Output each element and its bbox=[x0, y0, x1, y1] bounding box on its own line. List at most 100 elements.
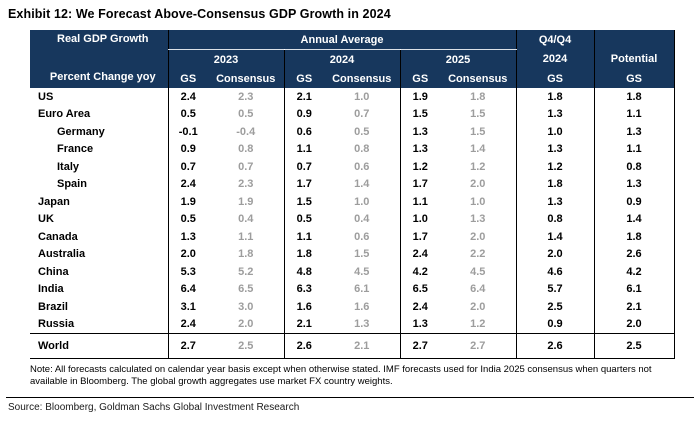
consensus-2023-value: 2.3 bbox=[208, 175, 284, 193]
year-2024-header: 2024 bbox=[283, 49, 400, 69]
gs-2025-value: 1.7 bbox=[399, 228, 440, 246]
table-row: Russia 2.4 2.0 2.1 1.3 1.3 1.2 0.9 2.0 bbox=[30, 315, 675, 334]
gs-2024-value: 0.5 bbox=[283, 210, 324, 228]
gs-potential-value: 1.1 bbox=[593, 105, 675, 123]
consensus-2023-value: 0.7 bbox=[208, 158, 284, 176]
country-cell: Spain bbox=[30, 175, 168, 193]
country-cell: Germany bbox=[30, 123, 168, 141]
table-row: Euro Area 0.5 0.5 0.9 0.7 1.5 1.5 1.3 1.… bbox=[30, 105, 675, 123]
gs-2024-value: 0.6 bbox=[283, 123, 324, 141]
table-row: India 6.4 6.5 6.3 6.1 6.5 6.4 5.7 6.1 bbox=[30, 280, 675, 298]
gs-2024-value: 1.5 bbox=[283, 193, 324, 211]
consensus-2024-value: 0.4 bbox=[324, 210, 400, 228]
gs-q4q4-2024-value: 1.8 bbox=[515, 88, 595, 106]
consensus-2024-value: 0.7 bbox=[324, 105, 400, 123]
gs-q4q4-2024-value: 0.8 bbox=[515, 210, 595, 228]
consensus-2023-value: 3.0 bbox=[208, 298, 284, 316]
table-row: World 2.7 2.5 2.6 2.1 2.7 2.7 2.6 2.5 bbox=[30, 333, 675, 359]
table-row: Canada 1.3 1.1 1.1 0.6 1.7 2.0 1.4 1.8 bbox=[30, 228, 675, 246]
source-line: Source: Bloomberg, Goldman Sachs Global … bbox=[8, 401, 300, 413]
gs-2023-value: 6.4 bbox=[167, 280, 208, 298]
country-cell: India bbox=[30, 280, 168, 298]
gs-col-header-2024: GS bbox=[283, 69, 324, 88]
consensus-2023-value: 5.2 bbox=[208, 263, 284, 281]
table-row: Brazil 3.1 3.0 1.6 1.6 2.4 2.0 2.5 2.1 bbox=[30, 298, 675, 316]
exhibit-page: Exhibit 12: We Forecast Above-Consensus … bbox=[0, 7, 700, 413]
gs-potential-value: 2.5 bbox=[593, 333, 675, 359]
gs-potential-value: 1.8 bbox=[593, 228, 675, 246]
consensus-2024-value: 0.5 bbox=[324, 123, 400, 141]
gs-q4q4-2024-value: 1.3 bbox=[515, 105, 595, 123]
annual-average-header: Annual Average bbox=[167, 30, 517, 50]
gs-2024-value: 4.8 bbox=[283, 263, 324, 281]
consensus-2024-value: 1.0 bbox=[324, 88, 400, 106]
country-cell: US bbox=[30, 88, 168, 106]
gs-q4q4-2024-value: 2.6 bbox=[515, 333, 595, 359]
consensus-2025-value: 2.0 bbox=[440, 175, 517, 193]
gs-q4q4-2024-value: 1.3 bbox=[515, 193, 595, 211]
consensus-col-header-2025: Consensus bbox=[440, 69, 517, 88]
gs-potential-value: 1.8 bbox=[593, 88, 675, 106]
consensus-2025-value: 4.5 bbox=[440, 263, 517, 281]
gs-2025-value: 1.1 bbox=[399, 193, 440, 211]
gs-col-header-q4q4: GS bbox=[515, 69, 595, 88]
consensus-2025-value: 1.2 bbox=[440, 158, 517, 176]
gs-2025-value: 1.3 bbox=[399, 123, 440, 141]
consensus-2024-value: 1.5 bbox=[324, 245, 400, 263]
gs-2024-value: 0.9 bbox=[283, 105, 324, 123]
country-cell: World bbox=[30, 333, 168, 359]
table-row: UK 0.5 0.4 0.5 0.4 1.0 1.3 0.8 1.4 bbox=[30, 210, 675, 228]
gs-potential-value: 6.1 bbox=[593, 280, 675, 298]
gs-potential-value: 1.4 bbox=[593, 210, 675, 228]
gs-q4q4-2024-value: 0.9 bbox=[515, 315, 595, 334]
country-cell: Euro Area bbox=[30, 105, 168, 123]
gs-2025-value: 1.3 bbox=[399, 315, 440, 334]
consensus-2023-value: 2.0 bbox=[208, 315, 284, 334]
gs-2025-value: 1.5 bbox=[399, 105, 440, 123]
table-row: US 2.4 2.3 2.1 1.0 1.9 1.8 1.8 1.8 bbox=[30, 88, 675, 106]
year-2025-header: 2025 bbox=[399, 49, 517, 69]
bottom-divider bbox=[6, 396, 694, 398]
gs-2023-value: 5.3 bbox=[167, 263, 208, 281]
gs-q4q4-2024-value: 2.0 bbox=[515, 245, 595, 263]
gs-potential-value: 1.3 bbox=[593, 123, 675, 141]
country-cell: Brazil bbox=[30, 298, 168, 316]
header-row-sources: GS Consensus GS Consensus GS Consensus G… bbox=[30, 69, 675, 88]
consensus-2023-value: 2.5 bbox=[208, 333, 284, 359]
gs-col-header-2023: GS bbox=[167, 69, 208, 88]
consensus-2023-value: 2.3 bbox=[208, 88, 284, 106]
gs-potential-value: 4.2 bbox=[593, 263, 675, 281]
gdp-forecast-table: Real GDP Growth Percent Change yoy Annua… bbox=[30, 30, 675, 359]
q4q4-header: Q4/Q4 bbox=[515, 30, 595, 50]
gs-2025-value: 2.4 bbox=[399, 298, 440, 316]
gs-2024-value: 1.8 bbox=[283, 245, 324, 263]
gs-2025-value: 1.9 bbox=[399, 88, 440, 106]
gs-2024-value: 1.7 bbox=[283, 175, 324, 193]
consensus-2025-value: 1.5 bbox=[440, 105, 517, 123]
gs-q4q4-2024-value: 1.8 bbox=[515, 175, 595, 193]
country-cell: Russia bbox=[30, 315, 168, 334]
gs-2023-value: 2.7 bbox=[167, 333, 208, 359]
country-cell: China bbox=[30, 263, 168, 281]
gs-2024-value: 2.1 bbox=[283, 315, 324, 334]
gs-2023-value: 2.4 bbox=[167, 88, 208, 106]
consensus-2024-value: 0.8 bbox=[324, 140, 400, 158]
table-row: Italy 0.7 0.7 0.7 0.6 1.2 1.2 1.2 0.8 bbox=[30, 158, 675, 176]
consensus-2024-value: 1.3 bbox=[324, 315, 400, 334]
gs-2024-value: 6.3 bbox=[283, 280, 324, 298]
gs-2025-value: 1.3 bbox=[399, 140, 440, 158]
consensus-2025-value: 2.0 bbox=[440, 228, 517, 246]
gs-col-header-potential: GS bbox=[593, 69, 675, 88]
gs-potential-value: 2.1 bbox=[593, 298, 675, 316]
consensus-2025-value: 1.2 bbox=[440, 315, 517, 334]
gs-2024-value: 1.1 bbox=[283, 228, 324, 246]
gs-potential-value: 2.0 bbox=[593, 315, 675, 334]
gs-q4q4-2024-value: 1.0 bbox=[515, 123, 595, 141]
consensus-2024-value: 1.6 bbox=[324, 298, 400, 316]
gs-col-header-2025: GS bbox=[399, 69, 440, 88]
real-gdp-growth-label: Real GDP Growth bbox=[57, 33, 149, 45]
row-label-wrap: Real GDP Growth Percent Change yoy bbox=[30, 30, 168, 87]
gs-2024-value: 1.6 bbox=[283, 298, 324, 316]
gs-2023-value: 0.5 bbox=[167, 210, 208, 228]
potential-header: Potential bbox=[593, 49, 675, 69]
